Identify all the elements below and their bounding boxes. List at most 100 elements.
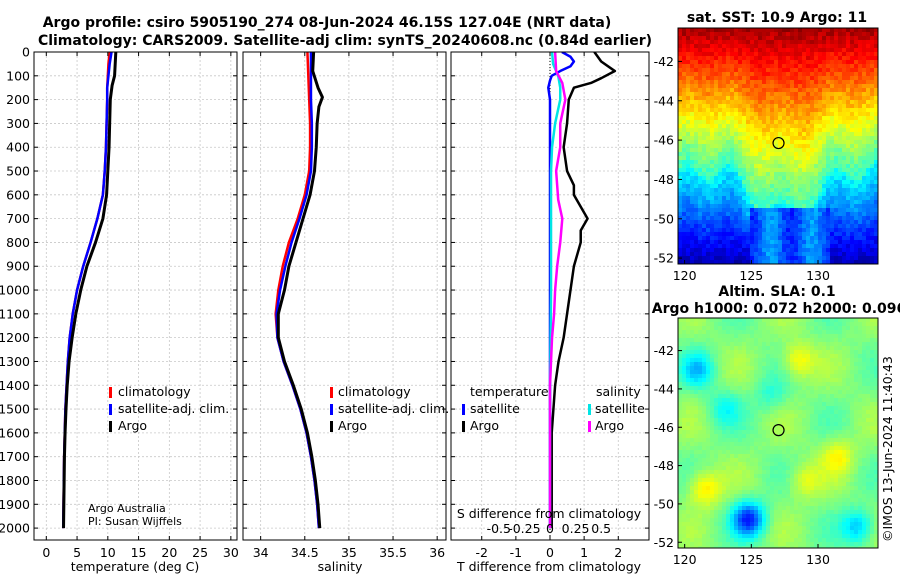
heatmap-cell xyxy=(806,136,811,141)
heatmap-cell xyxy=(806,398,811,403)
heatmap-cell xyxy=(794,92,799,97)
heatmap-cell xyxy=(838,334,843,339)
heatmap-cell xyxy=(698,72,703,77)
heatmap-cell xyxy=(706,370,711,375)
heatmap-cell xyxy=(782,112,787,117)
heatmap-cell xyxy=(690,72,695,77)
heatmap-cell xyxy=(718,394,723,399)
heatmap-cell xyxy=(770,80,775,85)
heatmap-cell xyxy=(706,184,711,189)
heatmap-cell xyxy=(802,382,807,387)
heatmap-cell xyxy=(762,326,767,331)
heatmap-cell xyxy=(750,394,755,399)
heatmap-cell xyxy=(842,76,847,81)
heatmap-cell xyxy=(846,120,851,125)
heatmap-cell xyxy=(794,48,799,53)
heatmap-cell xyxy=(858,358,863,363)
heatmap-cell xyxy=(770,228,775,233)
heatmap-cell xyxy=(818,120,823,125)
heatmap-cell xyxy=(870,112,875,117)
heatmap-cell xyxy=(790,128,795,133)
heatmap-cell xyxy=(730,414,735,419)
heatmap-cell xyxy=(834,184,839,189)
heatmap-cell xyxy=(774,28,779,33)
heatmap-cell xyxy=(730,176,735,181)
heatmap-cell xyxy=(798,44,803,49)
heatmap-cell xyxy=(802,36,807,41)
heatmap-cell xyxy=(786,64,791,69)
heatmap-cell xyxy=(814,60,819,65)
heatmap-cell xyxy=(846,28,851,33)
heatmap-cell xyxy=(786,180,791,185)
heatmap-cell xyxy=(770,84,775,89)
heatmap-cell xyxy=(810,228,815,233)
heatmap-cell xyxy=(846,434,851,439)
heatmap-cell xyxy=(822,192,827,197)
heatmap-cell xyxy=(826,212,831,217)
heatmap-cell xyxy=(866,382,871,387)
heatmap-cell xyxy=(814,44,819,49)
heatmap-cell xyxy=(806,36,811,41)
heatmap-cell xyxy=(866,88,871,93)
heatmap-cell xyxy=(746,330,751,335)
heatmap-cell xyxy=(686,374,691,379)
heatmap-cell xyxy=(750,260,755,264)
heatmap-cell xyxy=(730,252,735,257)
heatmap-cell xyxy=(742,220,747,225)
heatmap-cell xyxy=(766,140,771,145)
heatmap-cell xyxy=(718,80,723,85)
heatmap-cell xyxy=(814,346,819,351)
heatmap-cell xyxy=(866,236,871,241)
heatmap-cell xyxy=(810,132,815,137)
heatmap-cell xyxy=(850,72,855,77)
heatmap-cell xyxy=(794,196,799,201)
heatmap-cell xyxy=(798,212,803,217)
heatmap-cell xyxy=(726,72,731,77)
heatmap-cell xyxy=(862,414,867,419)
heatmap-cell xyxy=(822,144,827,149)
heatmap-cell xyxy=(822,176,827,181)
heatmap-cell xyxy=(734,92,739,97)
heatmap-cell xyxy=(786,318,791,323)
heatmap-cell xyxy=(846,318,851,323)
heatmap-cell xyxy=(834,236,839,241)
heatmap-cell xyxy=(774,394,779,399)
heatmap-cell xyxy=(702,128,707,133)
heatmap-cell xyxy=(870,116,875,121)
heatmap-cell xyxy=(834,240,839,245)
heatmap-cell xyxy=(858,212,863,217)
heatmap-cell xyxy=(806,160,811,165)
heatmap-cell xyxy=(690,124,695,129)
heatmap-cell xyxy=(786,168,791,173)
heatmap-cell xyxy=(766,358,771,363)
heatmap-cell xyxy=(746,80,751,85)
heatmap-cell xyxy=(770,244,775,249)
heatmap-cell xyxy=(810,418,815,423)
heatmap-cell xyxy=(706,406,711,411)
heatmap-cell xyxy=(678,164,683,169)
heatmap-cell xyxy=(806,200,811,205)
heatmap-cell xyxy=(798,248,803,253)
heatmap-cell xyxy=(718,248,723,253)
heatmap-cell xyxy=(746,124,751,129)
heatmap-cell xyxy=(854,104,859,109)
heatmap-cell xyxy=(774,92,779,97)
heatmap-cell xyxy=(786,184,791,189)
heatmap-cell xyxy=(782,330,787,335)
heatmap-cell xyxy=(866,148,871,153)
heatmap-cell xyxy=(806,248,811,253)
heatmap-cell xyxy=(866,80,871,85)
heatmap-cell xyxy=(734,394,739,399)
heatmap-cell xyxy=(758,108,763,113)
heatmap-cell xyxy=(826,72,831,77)
heatmap-cell xyxy=(730,378,735,383)
heatmap-cell xyxy=(822,374,827,379)
heatmap-cell xyxy=(758,236,763,241)
heatmap-cell xyxy=(834,192,839,197)
heatmap-cell xyxy=(802,48,807,53)
heatmap-cell xyxy=(690,116,695,121)
heatmap-cell xyxy=(858,36,863,41)
heatmap-cell xyxy=(850,406,855,411)
heatmap-cell xyxy=(742,422,747,427)
heatmap-cell xyxy=(750,48,755,53)
